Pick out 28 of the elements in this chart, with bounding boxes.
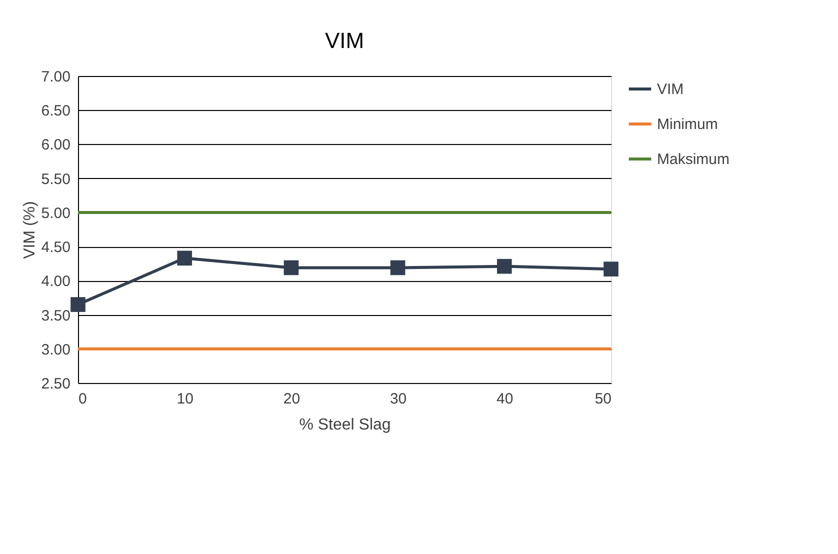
x-tick-label: 40: [496, 390, 514, 408]
point: [496, 258, 512, 274]
y-tick-label: 7.00: [41, 68, 70, 86]
x-tick-label: 50: [594, 390, 612, 408]
x-tick-label: 10: [176, 390, 194, 408]
y-axis-title: VIM (%): [21, 201, 38, 259]
y-tick-label: 4.00: [41, 273, 70, 290]
point: [70, 297, 86, 312]
point: [177, 250, 192, 266]
y-tick-label: 5.00: [41, 204, 70, 222]
y-tick-label: 6.50: [41, 102, 70, 120]
legend-label: VIM: [657, 81, 684, 98]
chart-title: VIM: [324, 28, 364, 53]
point: [390, 260, 406, 276]
y-tick-label: 3.00: [41, 341, 70, 358]
y-tick-label: 4.50: [41, 239, 70, 256]
point: [284, 260, 299, 276]
legend-label: Maksimum: [657, 151, 730, 168]
y-tick-label: 6.00: [41, 136, 70, 154]
x-tick-label: 0: [78, 390, 87, 408]
legend-label: Minimum: [657, 116, 718, 133]
y-tick-label: 2.50: [41, 376, 70, 392]
y-tick-label: 5.50: [41, 170, 70, 188]
x-tick-label: 30: [390, 390, 407, 408]
point: [604, 262, 618, 276]
x-axis-title: % Steel Slag: [299, 416, 391, 434]
y-tick-label: 3.50: [41, 307, 70, 324]
x-tick-label: 20: [283, 390, 300, 408]
